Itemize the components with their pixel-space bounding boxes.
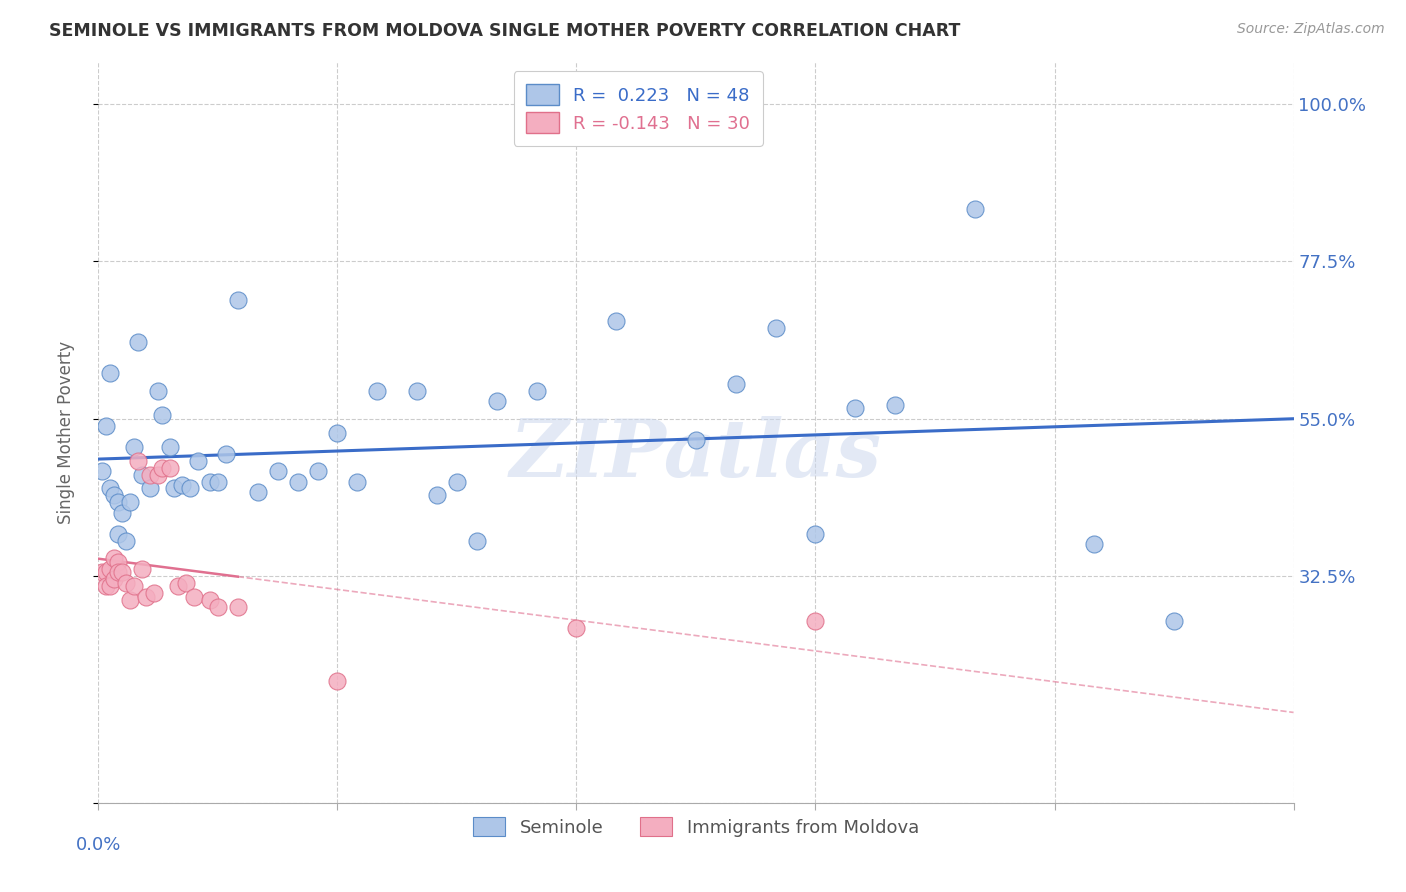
- Text: Source: ZipAtlas.com: Source: ZipAtlas.com: [1237, 22, 1385, 37]
- Point: [287, 475, 309, 489]
- Point: [107, 566, 129, 580]
- Point: [96, 579, 118, 593]
- Point: [98, 579, 122, 593]
- Point: [844, 401, 866, 416]
- Point: [465, 533, 488, 548]
- Point: [565, 621, 588, 635]
- Point: [1083, 537, 1105, 551]
- Point: [107, 527, 129, 541]
- Text: SEMINOLE VS IMMIGRANTS FROM MOLDOVA SINGLE MOTHER POVERTY CORRELATION CHART: SEMINOLE VS IMMIGRANTS FROM MOLDOVA SING…: [49, 22, 960, 40]
- Point: [131, 562, 153, 576]
- Point: [446, 475, 468, 489]
- Point: [98, 482, 122, 496]
- Point: [143, 586, 166, 600]
- Point: [120, 593, 142, 607]
- Point: [884, 398, 907, 412]
- Point: [103, 572, 125, 586]
- Point: [685, 433, 707, 447]
- Point: [91, 566, 114, 580]
- Point: [163, 482, 186, 496]
- Point: [124, 579, 146, 593]
- Point: [226, 293, 249, 307]
- Point: [307, 464, 329, 478]
- Point: [120, 495, 142, 509]
- Point: [198, 593, 221, 607]
- Point: [765, 321, 787, 335]
- Point: [485, 394, 508, 409]
- Point: [96, 566, 118, 580]
- Point: [150, 460, 173, 475]
- Point: [103, 488, 125, 502]
- Point: [127, 453, 149, 467]
- Point: [187, 453, 209, 467]
- Point: [207, 475, 229, 489]
- Point: [526, 384, 548, 398]
- Legend: Seminole, Immigrants from Moldova: Seminole, Immigrants from Moldova: [464, 808, 928, 846]
- Text: 0.0%: 0.0%: [76, 836, 121, 855]
- Point: [605, 314, 627, 328]
- Point: [1163, 614, 1185, 628]
- Point: [148, 384, 170, 398]
- Point: [724, 376, 747, 391]
- Point: [111, 566, 134, 580]
- Point: [96, 418, 118, 433]
- Point: [139, 482, 162, 496]
- Point: [107, 555, 129, 569]
- Point: [804, 614, 827, 628]
- Point: [183, 590, 205, 604]
- Point: [246, 485, 269, 500]
- Point: [127, 334, 149, 349]
- Point: [179, 482, 201, 496]
- Point: [107, 495, 129, 509]
- Point: [426, 488, 449, 502]
- Point: [131, 467, 153, 482]
- Point: [98, 562, 122, 576]
- Point: [115, 575, 138, 590]
- Point: [963, 202, 986, 216]
- Point: [159, 460, 181, 475]
- Point: [103, 551, 125, 566]
- Point: [215, 446, 238, 460]
- Point: [226, 600, 249, 615]
- Point: [366, 384, 388, 398]
- Point: [148, 467, 170, 482]
- Point: [115, 533, 138, 548]
- Point: [406, 384, 429, 398]
- Point: [98, 366, 122, 380]
- Text: ZIPatlas: ZIPatlas: [510, 416, 882, 493]
- Point: [159, 440, 181, 454]
- Point: [346, 475, 368, 489]
- Point: [804, 527, 827, 541]
- Point: [207, 600, 229, 615]
- Point: [174, 575, 197, 590]
- Point: [167, 579, 190, 593]
- Point: [124, 440, 146, 454]
- Point: [267, 464, 290, 478]
- Point: [139, 467, 162, 482]
- Point: [135, 590, 157, 604]
- Y-axis label: Single Mother Poverty: Single Mother Poverty: [56, 341, 75, 524]
- Point: [326, 673, 349, 688]
- Point: [91, 464, 114, 478]
- Point: [172, 478, 194, 492]
- Point: [198, 475, 221, 489]
- Point: [150, 408, 173, 422]
- Point: [326, 425, 349, 440]
- Point: [111, 506, 134, 520]
